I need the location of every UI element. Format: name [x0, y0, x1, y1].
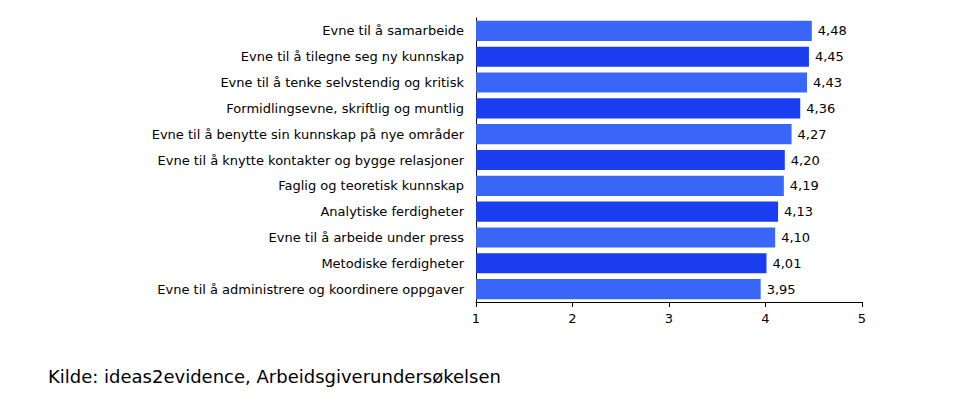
svg-text:Evne til å knytte kontakter og: Evne til å knytte kontakter og bygge rel…: [157, 153, 464, 168]
svg-text:Metodiske ferdigheter: Metodiske ferdigheter: [321, 256, 464, 271]
svg-text:5: 5: [858, 311, 866, 326]
svg-text:4,19: 4,19: [790, 178, 819, 193]
svg-text:Kilde: ideas2evidence, Arbeids: Kilde: ideas2evidence, Arbeidsgiverunder…: [48, 366, 501, 387]
svg-text:4,43: 4,43: [813, 75, 842, 90]
svg-text:4,13: 4,13: [784, 204, 813, 219]
svg-text:Evne til å arbeide under press: Evne til å arbeide under press: [269, 230, 465, 245]
svg-text:Faglig og teoretisk kunnskap: Faglig og teoretisk kunnskap: [278, 178, 464, 193]
svg-text:1: 1: [472, 311, 480, 326]
svg-text:3,95: 3,95: [767, 282, 796, 297]
svg-text:Evne til å tilegne seg ny kunn: Evne til å tilegne seg ny kunnskap: [241, 49, 464, 64]
svg-text:3: 3: [665, 311, 673, 326]
svg-text:4: 4: [761, 311, 769, 326]
svg-text:Formidlingsevne, skriftlig og: Formidlingsevne, skriftlig og muntlig: [226, 101, 464, 116]
svg-text:2: 2: [568, 311, 576, 326]
svg-text:Evne til å benytte sin kunnska: Evne til å benytte sin kunnskap på nye o…: [152, 127, 465, 142]
svg-text:4,20: 4,20: [791, 153, 820, 168]
svg-text:Evne til å administrere og koo: Evne til å administrere og koordinere op…: [157, 282, 464, 297]
svg-text:4,10: 4,10: [781, 230, 810, 245]
svg-text:4,48: 4,48: [818, 23, 847, 38]
svg-text:4,36: 4,36: [806, 101, 835, 116]
svg-text:4,45: 4,45: [815, 49, 844, 64]
svg-text:Analytiske ferdigheter: Analytiske ferdigheter: [320, 204, 464, 219]
svg-text:Evne til å samarbeide: Evne til å samarbeide: [322, 23, 464, 38]
svg-text:4,27: 4,27: [798, 127, 827, 142]
svg-text:4,01: 4,01: [772, 256, 801, 271]
svg-text:Evne til å tenke selvstendig o: Evne til å tenke selvstendig og kritisk: [220, 75, 464, 90]
